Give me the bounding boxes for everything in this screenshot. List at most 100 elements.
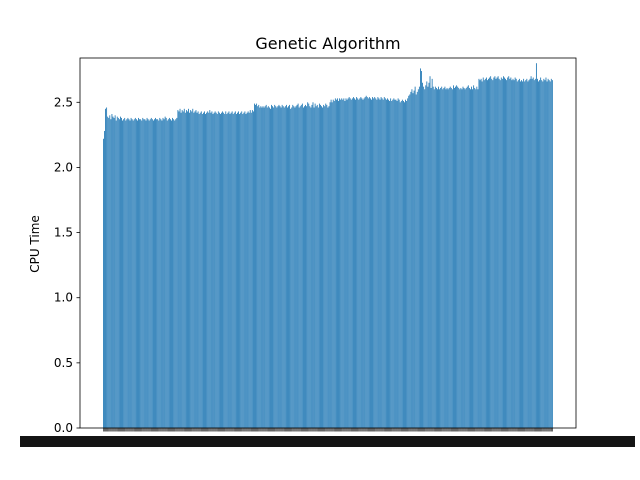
bar bbox=[304, 106, 305, 428]
bar bbox=[380, 97, 382, 428]
bar bbox=[218, 112, 220, 428]
bar bbox=[391, 100, 393, 429]
bar bbox=[409, 94, 411, 428]
bar bbox=[504, 77, 505, 428]
bar bbox=[381, 98, 383, 428]
bar bbox=[199, 112, 201, 428]
bar bbox=[163, 119, 165, 428]
bar bbox=[249, 110, 251, 429]
bar bbox=[309, 106, 311, 428]
bar bbox=[150, 117, 152, 429]
bar bbox=[430, 87, 432, 429]
bar bbox=[122, 120, 123, 428]
bar bbox=[194, 111, 196, 429]
bars-group bbox=[103, 63, 553, 429]
bar bbox=[525, 80, 527, 429]
bar bbox=[120, 116, 121, 428]
bar bbox=[143, 119, 145, 428]
bar bbox=[337, 98, 338, 428]
bar bbox=[317, 107, 319, 428]
bar bbox=[178, 111, 180, 429]
bar bbox=[493, 77, 495, 428]
bar bbox=[443, 87, 445, 429]
bar bbox=[235, 114, 237, 429]
bar bbox=[251, 110, 253, 429]
bar bbox=[131, 119, 133, 428]
bar bbox=[290, 108, 292, 428]
bar bbox=[262, 106, 264, 428]
bar bbox=[181, 110, 183, 429]
bar bbox=[333, 100, 335, 429]
bar bbox=[354, 98, 355, 428]
bar bbox=[395, 99, 397, 428]
bar bbox=[401, 99, 403, 428]
bar bbox=[465, 87, 467, 429]
bar bbox=[455, 86, 456, 428]
bar bbox=[330, 99, 332, 428]
bar bbox=[248, 112, 250, 428]
bar bbox=[399, 102, 401, 429]
bar bbox=[313, 107, 315, 428]
bar bbox=[105, 108, 106, 428]
bar bbox=[449, 86, 451, 428]
bar bbox=[137, 120, 138, 428]
bar bbox=[263, 107, 265, 428]
bar bbox=[305, 104, 306, 429]
bar bbox=[274, 104, 276, 429]
bar bbox=[190, 110, 192, 429]
bar bbox=[179, 108, 181, 428]
bar bbox=[126, 119, 128, 428]
bar bbox=[458, 87, 460, 429]
bar bbox=[540, 77, 542, 428]
bar bbox=[244, 111, 246, 429]
bar bbox=[271, 104, 272, 429]
bar bbox=[261, 107, 263, 428]
bar bbox=[196, 112, 198, 428]
bar bbox=[138, 117, 139, 429]
bar bbox=[168, 117, 170, 429]
bar bbox=[172, 117, 173, 429]
bar bbox=[345, 98, 347, 428]
bar bbox=[378, 98, 380, 428]
bar bbox=[167, 119, 169, 428]
bar bbox=[276, 107, 278, 428]
bar bbox=[515, 78, 517, 428]
bar bbox=[279, 106, 281, 428]
bar bbox=[544, 80, 546, 429]
bar bbox=[187, 111, 188, 429]
bar bbox=[326, 104, 328, 429]
bar bbox=[206, 112, 208, 428]
bar bbox=[467, 85, 469, 429]
bar bbox=[282, 106, 284, 428]
bar bbox=[503, 76, 504, 429]
bar bbox=[454, 87, 455, 429]
bar bbox=[165, 117, 167, 429]
bar bbox=[487, 80, 488, 429]
bar bbox=[208, 112, 210, 428]
bar bbox=[539, 80, 541, 429]
bar bbox=[483, 80, 485, 429]
bar bbox=[325, 103, 327, 428]
bar bbox=[141, 120, 143, 428]
bar bbox=[346, 99, 348, 428]
bar bbox=[393, 98, 395, 428]
bar bbox=[327, 107, 329, 428]
bar bbox=[377, 97, 379, 428]
bar bbox=[531, 78, 533, 428]
bar bbox=[431, 78, 433, 428]
bar bbox=[528, 80, 530, 429]
bar bbox=[412, 93, 414, 429]
bar bbox=[114, 115, 116, 428]
bar bbox=[240, 112, 242, 428]
bar bbox=[445, 89, 447, 429]
bar bbox=[270, 108, 271, 428]
bar bbox=[107, 116, 109, 428]
bar bbox=[256, 103, 258, 428]
y-axis-label: CPU Time bbox=[28, 215, 42, 273]
bar bbox=[148, 120, 150, 428]
bar bbox=[545, 77, 547, 428]
bar bbox=[227, 112, 229, 428]
bar bbox=[453, 85, 454, 429]
bar bbox=[200, 111, 202, 429]
bar bbox=[521, 80, 522, 429]
